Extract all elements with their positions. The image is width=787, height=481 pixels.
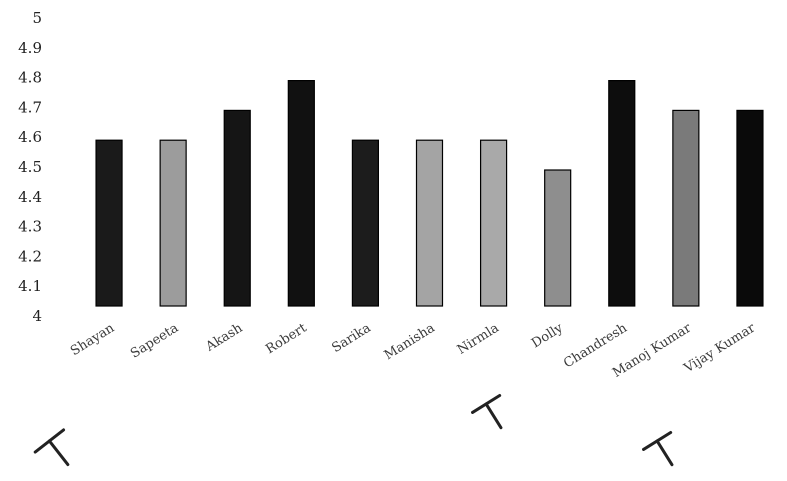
tee-mark-2	[471, 393, 503, 430]
y-tick-label: 5	[32, 9, 42, 27]
y-tick-label: 4.2	[18, 247, 42, 265]
bar	[223, 109, 251, 307]
x-tick-label: Akash	[203, 320, 246, 355]
bar	[415, 139, 444, 307]
y-axis: 4 4.1 4.2 4.3 4.4 4.5 4.6 4.7 4.8 4.9 5	[18, 9, 42, 325]
y-tick-label: 4.6	[18, 128, 42, 146]
x-tick-label: Sapeeta	[128, 321, 181, 362]
x-axis: Shayan Sapeeta Akash Robert Sarika Manisha Nir…	[68, 320, 759, 381]
bar	[608, 79, 636, 307]
x-tick-label: Robert	[263, 320, 310, 357]
x-tick-label: Vijay Kumar	[681, 320, 759, 376]
x-tick-label: Sarika	[329, 321, 373, 356]
y-tick-label: 4.1	[18, 277, 42, 295]
y-tick-label: 4.8	[18, 69, 42, 87]
y-tick-label: 4.7	[18, 98, 42, 116]
x-tick-label: Shayan	[68, 320, 118, 359]
y-tick-label: 4.5	[18, 158, 42, 176]
tee-mark-3	[642, 430, 674, 467]
bar	[351, 139, 380, 307]
bar	[95, 139, 123, 307]
y-tick-label: 4.9	[18, 39, 42, 57]
y-tick-label: 4	[32, 307, 42, 325]
x-tick-label: Manisha	[382, 321, 438, 364]
x-tick-label: Dolly	[529, 320, 566, 351]
scan-marks	[33, 393, 674, 467]
bar	[159, 139, 187, 307]
bar	[672, 109, 700, 307]
y-tick-label: 4.3	[18, 218, 42, 236]
bar	[479, 139, 508, 307]
bar	[736, 109, 764, 307]
bar	[287, 79, 315, 307]
bar-series	[95, 79, 764, 307]
tee-mark-1	[33, 428, 70, 467]
bar	[544, 169, 572, 307]
x-tick-label: Nirmla	[455, 321, 502, 358]
y-tick-label: 4.4	[18, 188, 42, 206]
